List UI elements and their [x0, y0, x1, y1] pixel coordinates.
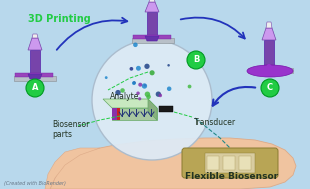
Text: Biosensor
parts: Biosensor parts: [52, 120, 89, 139]
Text: Transducer: Transducer: [194, 118, 236, 127]
Bar: [239, 156, 251, 170]
Ellipse shape: [266, 64, 272, 72]
Circle shape: [167, 64, 170, 67]
Circle shape: [144, 84, 146, 87]
Polygon shape: [50, 138, 296, 189]
Circle shape: [138, 97, 141, 100]
Bar: [159, 106, 173, 112]
Text: 3D Printing: 3D Printing: [28, 14, 91, 24]
Circle shape: [105, 76, 108, 79]
Circle shape: [144, 64, 150, 69]
Bar: [147, 12, 157, 38]
Circle shape: [130, 67, 133, 71]
Text: B: B: [193, 56, 199, 64]
Circle shape: [167, 87, 171, 91]
Bar: [248, 68, 293, 73]
Text: A: A: [32, 84, 38, 92]
Polygon shape: [103, 99, 157, 108]
Polygon shape: [145, 2, 159, 12]
Polygon shape: [45, 148, 100, 189]
Circle shape: [261, 79, 279, 97]
Polygon shape: [149, 0, 155, 2]
Polygon shape: [112, 108, 117, 120]
Text: Flexible Biosensor: Flexible Biosensor: [185, 172, 279, 181]
Circle shape: [142, 83, 147, 89]
Circle shape: [156, 91, 161, 97]
Bar: [132, 38, 174, 43]
Text: (Created with BioRender): (Created with BioRender): [4, 181, 66, 186]
Bar: [207, 156, 219, 170]
Bar: [14, 76, 56, 81]
Polygon shape: [145, 36, 159, 41]
Bar: [30, 50, 40, 76]
Text: Analyte: Analyte: [110, 92, 140, 101]
Circle shape: [149, 70, 155, 75]
Polygon shape: [28, 74, 42, 79]
Polygon shape: [262, 28, 276, 40]
Circle shape: [188, 85, 192, 88]
Circle shape: [136, 66, 141, 71]
Polygon shape: [28, 38, 42, 50]
Polygon shape: [266, 22, 272, 28]
Polygon shape: [148, 99, 157, 120]
Bar: [205, 153, 255, 173]
Bar: [223, 156, 235, 170]
Text: C: C: [267, 84, 273, 92]
Bar: [15, 73, 53, 77]
Circle shape: [158, 94, 162, 97]
Circle shape: [120, 88, 125, 93]
Circle shape: [133, 43, 138, 47]
Circle shape: [26, 79, 44, 97]
Polygon shape: [117, 108, 120, 120]
Circle shape: [133, 81, 136, 84]
Bar: [264, 40, 274, 68]
FancyBboxPatch shape: [182, 148, 278, 178]
Bar: [133, 35, 171, 39]
Circle shape: [187, 51, 205, 69]
Circle shape: [138, 83, 142, 87]
Polygon shape: [32, 34, 38, 38]
Circle shape: [132, 81, 136, 85]
Polygon shape: [112, 108, 157, 120]
Circle shape: [115, 90, 121, 95]
Circle shape: [146, 94, 151, 99]
Circle shape: [145, 91, 150, 97]
Ellipse shape: [247, 65, 293, 77]
Circle shape: [136, 91, 140, 95]
Circle shape: [92, 40, 212, 160]
